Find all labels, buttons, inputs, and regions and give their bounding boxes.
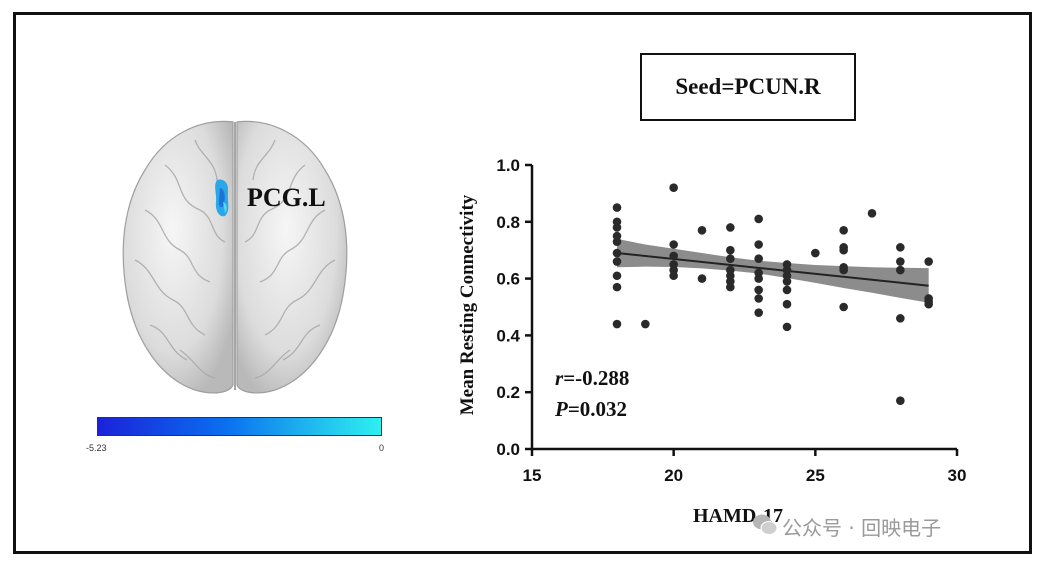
activation-cluster (215, 179, 229, 217)
data-point (867, 208, 877, 218)
data-point (697, 226, 707, 235)
data-point (669, 240, 678, 249)
x-tick-label: 20 (664, 466, 683, 485)
confidence-band (617, 238, 929, 303)
data-point (896, 314, 905, 323)
data-point (754, 308, 763, 317)
data-point (612, 282, 622, 292)
data-point (754, 294, 763, 303)
y-axis-label: Mean Resting Connectivity (457, 194, 478, 415)
data-point (612, 271, 622, 281)
data-point (612, 203, 622, 212)
data-point (697, 274, 707, 283)
y-tick-label: 0.6 (496, 270, 520, 289)
colorbar (97, 417, 382, 436)
data-point (726, 245, 735, 255)
r-symbol: r (555, 366, 564, 390)
data-point (896, 396, 905, 406)
x-tick-label: 15 (523, 466, 542, 485)
y-tick-label: 0.0 (496, 440, 520, 459)
p-statistic: P=0.032 (554, 397, 627, 421)
data-point (782, 299, 792, 309)
data-point (754, 285, 763, 295)
data-point (726, 254, 735, 264)
data-point (612, 257, 622, 266)
region-label: PCG.L (247, 183, 326, 212)
r-statistic: r=-0.288 (555, 366, 629, 390)
data-point (754, 254, 763, 264)
data-point (896, 243, 905, 252)
data-point (754, 274, 763, 283)
data-point (669, 183, 678, 193)
data-point (612, 223, 622, 232)
r-value: =-0.288 (563, 366, 629, 390)
data-point (612, 319, 622, 329)
brain-image (122, 120, 348, 394)
data-point (612, 248, 622, 258)
colorbar-max-label: 0 (379, 443, 385, 453)
data-point (839, 265, 848, 275)
data-point (782, 285, 792, 295)
data-point (924, 299, 933, 309)
data-point (641, 319, 650, 329)
data-point (754, 240, 763, 249)
data-point (782, 277, 792, 286)
colorbar-min-label: -5.23 (86, 443, 107, 453)
data-point (669, 251, 678, 261)
p-symbol: P (554, 397, 568, 421)
data-point (754, 214, 763, 224)
y-tick-label: 0.2 (496, 383, 520, 402)
seed-label-box: Seed=PCUN.R (640, 53, 856, 121)
data-point (924, 257, 933, 266)
y-tick-label: 0.8 (496, 213, 520, 232)
scatter-chart: 0.0 0.2 0.4 0.6 0.8 1.0 15 20 25 30 Mean Resting … (457, 156, 967, 527)
data-point (782, 322, 792, 332)
data-point (896, 265, 905, 275)
data-point (839, 302, 848, 312)
data-point (726, 282, 735, 292)
regression-line (616, 252, 929, 287)
wechat-icon (753, 514, 778, 535)
data-point (839, 245, 848, 255)
watermark: 公众号 · 回映电子 (782, 516, 942, 540)
x-tick-label: 30 (948, 466, 967, 485)
data-point (726, 223, 735, 232)
p-value: =0.032 (568, 397, 627, 421)
y-tick-label: 0.4 (496, 326, 520, 345)
data-point (896, 257, 905, 266)
seed-label: Seed=PCUN.R (675, 74, 821, 99)
x-tick-label: 25 (806, 466, 825, 485)
data-point (811, 248, 820, 258)
data-point (839, 226, 848, 235)
y-tick-label: 1.0 (496, 156, 520, 175)
data-point (669, 271, 678, 281)
data-point (612, 237, 622, 246)
